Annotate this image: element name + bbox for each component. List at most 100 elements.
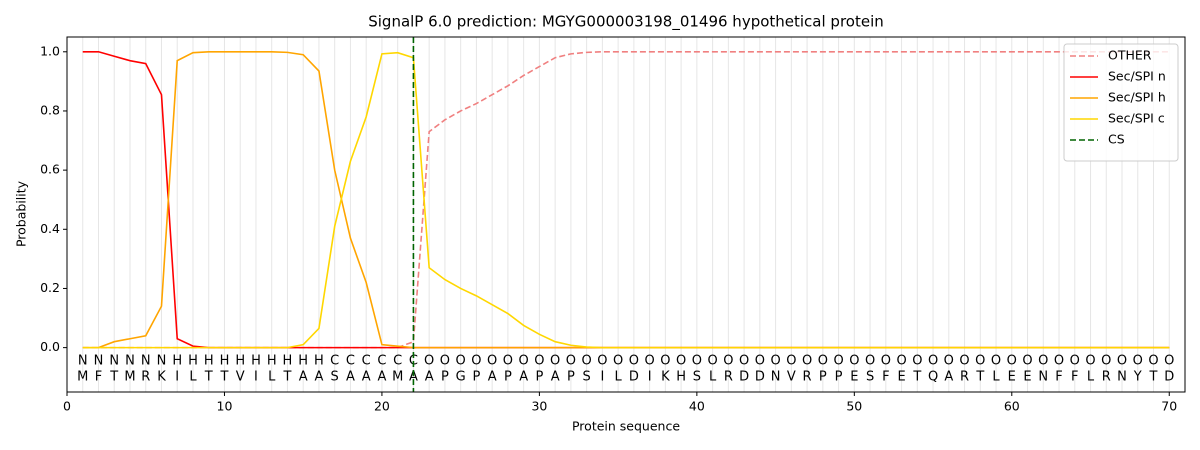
region-label: O	[660, 354, 670, 369]
residue-label: K	[661, 370, 670, 385]
x-tick-label: 30	[531, 399, 547, 414]
region-label: O	[1148, 354, 1158, 369]
region-label: O	[1085, 354, 1095, 369]
region-label: H	[220, 354, 230, 369]
region-label: N	[94, 354, 104, 369]
legend-label: OTHER	[1108, 48, 1152, 63]
residue-label: N	[1038, 370, 1048, 385]
region-label: O	[1007, 354, 1017, 369]
residue-label: E	[1023, 370, 1031, 385]
region-label: O	[1164, 354, 1174, 369]
region-label: O	[550, 354, 560, 369]
residue-label: L	[615, 370, 623, 385]
y-tick-label: 0.4	[40, 221, 60, 236]
region-label: O	[1022, 354, 1032, 369]
x-tick-label: 50	[846, 399, 862, 414]
x-tick-label: 20	[374, 399, 390, 414]
region-label: O	[503, 354, 513, 369]
residue-label: F	[1055, 370, 1062, 385]
region-label: C	[362, 354, 371, 369]
region-label: H	[235, 354, 245, 369]
x-tick-label: 0	[63, 399, 71, 414]
residue-label: I	[648, 370, 652, 385]
region-label: H	[188, 354, 198, 369]
residue-label: P	[819, 370, 827, 385]
y-tick-label: 0.6	[40, 162, 60, 177]
region-label: O	[613, 354, 623, 369]
residue-label: S	[866, 370, 874, 385]
region-label: O	[770, 354, 780, 369]
x-tick-label: 40	[689, 399, 705, 414]
region-label: N	[141, 354, 151, 369]
region-label: O	[818, 354, 828, 369]
region-label: O	[802, 354, 812, 369]
residue-label: S	[583, 370, 591, 385]
region-label: O	[692, 354, 702, 369]
region-label: O	[471, 354, 481, 369]
residue-label: D	[755, 370, 765, 385]
region-label: C	[346, 354, 355, 369]
region-label: H	[283, 354, 293, 369]
region-label: O	[1054, 354, 1064, 369]
residue-label: T	[219, 370, 228, 385]
region-label: O	[1133, 354, 1143, 369]
region-label: O	[424, 354, 434, 369]
region-label: C	[393, 354, 402, 369]
legend-box	[1063, 43, 1179, 162]
y-tick-label: 1.0	[40, 43, 60, 58]
region-label: O	[881, 354, 891, 369]
residue-label: F	[95, 370, 102, 385]
residue-label: A	[944, 370, 953, 385]
region-label: H	[204, 354, 214, 369]
residue-label: Q	[928, 370, 938, 385]
region-label: O	[833, 354, 843, 369]
region-label: O	[1070, 354, 1080, 369]
region-label: O	[487, 354, 497, 369]
region-label: O	[975, 354, 985, 369]
residue-label: L	[189, 370, 197, 385]
residue-label: F	[882, 370, 889, 385]
residue-label: S	[331, 370, 339, 385]
x-tick-label: 70	[1161, 399, 1177, 414]
residue-label: N	[1117, 370, 1127, 385]
residue-label: R	[141, 370, 150, 385]
residue-label: T	[1149, 370, 1158, 385]
residue-label: K	[157, 370, 166, 385]
residue-label: T	[282, 370, 291, 385]
residue-label: R	[724, 370, 733, 385]
residue-label: E	[897, 370, 905, 385]
region-label: O	[1038, 354, 1048, 369]
region-label: O	[944, 354, 954, 369]
residue-label: L	[992, 370, 1000, 385]
region-label: O	[597, 354, 607, 369]
region-label: N	[125, 354, 135, 369]
region-label: N	[157, 354, 167, 369]
chart-title: SignalP 6.0 prediction: MGYG000003198_01…	[368, 13, 884, 32]
residue-label: D	[1164, 370, 1174, 385]
residue-label: R	[1102, 370, 1111, 385]
region-label: O	[582, 354, 592, 369]
x-axis-label: Protein sequence	[572, 419, 680, 434]
residue-label: L	[1087, 370, 1095, 385]
region-label: H	[298, 354, 308, 369]
y-tick-label: 0.0	[40, 339, 60, 354]
residue-label: D	[629, 370, 639, 385]
region-label: H	[267, 354, 277, 369]
series-line	[82, 50, 1170, 349]
x-tick-label: 60	[1004, 399, 1020, 414]
residue-label: E	[850, 370, 858, 385]
residue-label: D	[739, 370, 749, 385]
residue-label: T	[912, 370, 921, 385]
residue-label: A	[425, 370, 434, 385]
region-label: O	[707, 354, 717, 369]
region-label: N	[78, 354, 88, 369]
residue-label: H	[676, 370, 686, 385]
region-label: O	[849, 354, 859, 369]
residue-label: P	[567, 370, 575, 385]
residue-label: T	[975, 370, 984, 385]
residue-label: A	[314, 370, 323, 385]
residue-label: R	[960, 370, 969, 385]
residue-label: A	[377, 370, 386, 385]
residue-label: E	[1008, 370, 1016, 385]
